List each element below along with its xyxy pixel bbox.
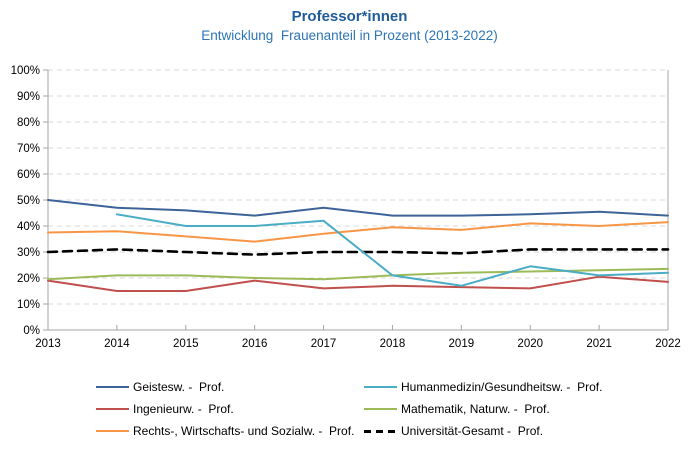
chart-title: Professor*innen bbox=[291, 8, 408, 25]
legend-label: Universität-Gesamt - Prof. bbox=[401, 424, 544, 438]
x-tick-label: 2013 bbox=[35, 338, 61, 350]
series-line-rechts-wirtschafts-sozialwissenschaften bbox=[47, 221, 669, 243]
legend-swatch-geisteswissenschaften bbox=[96, 386, 129, 388]
legend-item-universitaet-gesamt: Universität-Gesamt - Prof. bbox=[364, 424, 543, 438]
y-gridlines bbox=[48, 69, 668, 305]
legend-item-mathematik-naturwissenschaften: Mathematik, Naturw. - Prof. bbox=[364, 402, 550, 416]
legend-item-geisteswissenschaften: Geistesw. - Prof. bbox=[96, 380, 224, 394]
x-tick-label: 2017 bbox=[311, 338, 337, 350]
legend-label: Mathematik, Naturw. - Prof. bbox=[401, 402, 550, 416]
y-tick-label: 30% bbox=[17, 247, 40, 259]
x-tick-label: 2019 bbox=[449, 338, 475, 350]
x-tick-label: 2020 bbox=[517, 338, 543, 350]
legend-item-humanmedizin-gesundheitswissenschaften: Humanmedizin/Gesundheitsw. - Prof. bbox=[364, 380, 602, 394]
series-line-humanmedizin-gesundheitswissenschaften bbox=[115, 213, 669, 287]
legend-item-ingenieurwissenschaften: Ingenieurw. - Prof. bbox=[96, 402, 234, 416]
legend-label: Geistesw. - Prof. bbox=[133, 380, 225, 394]
y-tick-label: 10% bbox=[17, 299, 40, 311]
legend-swatch-rechts-wirtschafts-sozialwissenschaften bbox=[96, 430, 129, 432]
series-line-ingenieurwissenschaften bbox=[47, 275, 669, 292]
y-tick-label: 40% bbox=[17, 221, 40, 233]
legend-item-rechts-wirtschafts-sozialwissenschaften: Rechts-, Wirtschafts- und Sozialw. - Pro… bbox=[96, 424, 354, 438]
y-tick-label: 80% bbox=[17, 117, 40, 129]
y-tick-label: 100% bbox=[11, 65, 40, 77]
series-line-geisteswissenschaften bbox=[47, 199, 669, 217]
y-tick-label: 20% bbox=[17, 273, 40, 285]
x-tick-label: 2014 bbox=[104, 338, 130, 350]
y-tick-label: 90% bbox=[17, 91, 40, 103]
x-tick-label: 2016 bbox=[242, 338, 268, 350]
legend-label: Rechts-, Wirtschafts- und Sozialw. - Pro… bbox=[133, 424, 355, 438]
chart-subtitle: Entwicklung Frauenanteil in Prozent (201… bbox=[201, 28, 498, 43]
series-line-universitaet-gesamt bbox=[46, 248, 670, 256]
legend-swatch-humanmedizin-gesundheitswissenschaften bbox=[364, 386, 397, 388]
legend-swatch-ingenieurwissenschaften bbox=[96, 408, 129, 410]
y-tick-label: 50% bbox=[17, 195, 40, 207]
y-tick-label: 60% bbox=[17, 169, 40, 181]
x-tick-label: 2015 bbox=[173, 338, 199, 350]
legend-label: Ingenieurw. - Prof. bbox=[133, 402, 234, 416]
x-tick-label: 2021 bbox=[586, 338, 612, 350]
x-tick-label: 2018 bbox=[380, 338, 406, 350]
y-tick-label: 70% bbox=[17, 143, 40, 155]
legend-swatch-universitaet-gesamt bbox=[364, 429, 397, 433]
axes bbox=[43, 69, 669, 331]
x-tick-label: 2022 bbox=[655, 338, 681, 350]
y-tick-label: 0% bbox=[23, 325, 40, 337]
legend-swatch-mathematik-naturwissenschaften bbox=[364, 408, 397, 410]
legend-label: Humanmedizin/Gesundheitsw. - Prof. bbox=[401, 380, 603, 394]
tick-labels: 0% 10% 20% 30% 40% 50% 60% 70% 80% 90% 100% 2013 201… bbox=[11, 65, 681, 350]
